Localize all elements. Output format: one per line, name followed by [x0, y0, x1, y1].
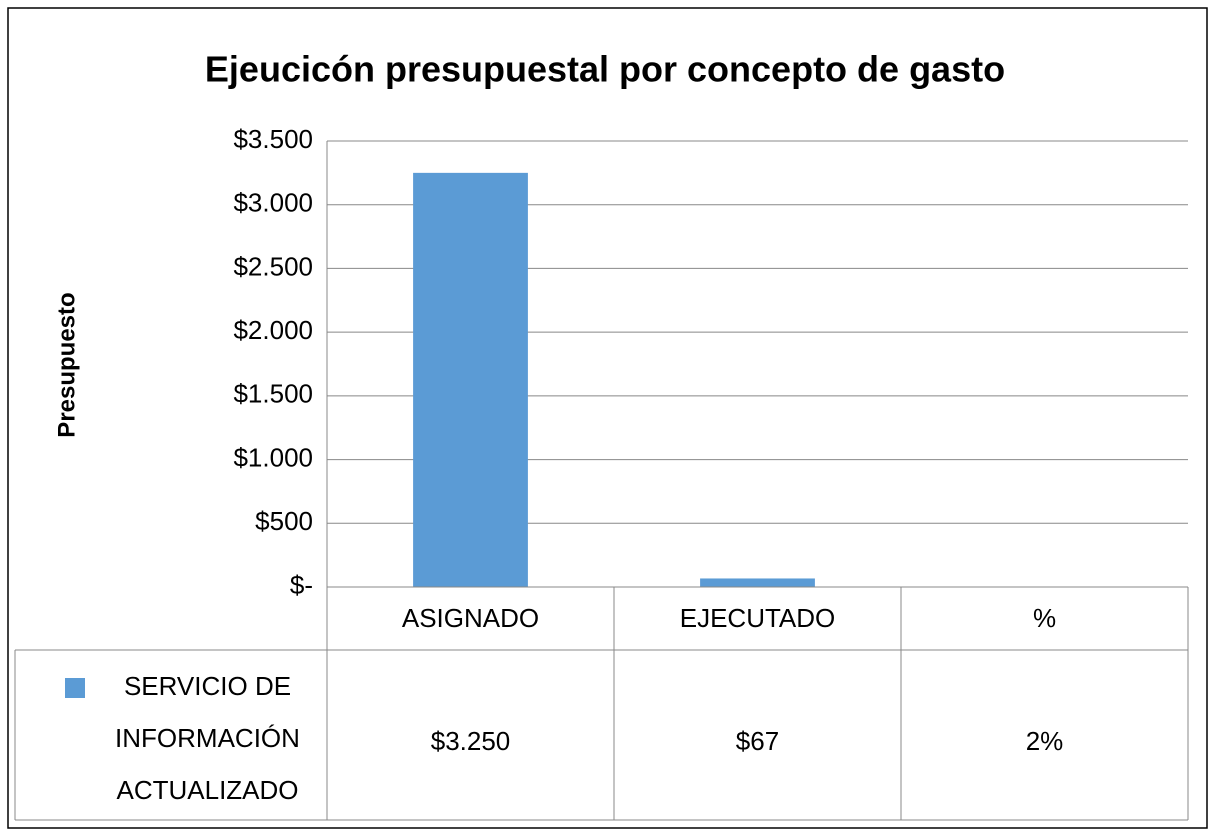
y-tick-label: $3.000 — [233, 188, 313, 218]
chart-border — [7, 7, 1208, 829]
legend-label: SERVICIO DE INFORMACIÓN ACTUALIZADO — [115, 671, 300, 805]
y-tick-label: $1.500 — [233, 379, 313, 409]
y-tick-label: $3.500 — [233, 124, 313, 154]
y-tick-label: $1.000 — [233, 442, 313, 472]
table-value: $67 — [736, 726, 779, 756]
y-tick-label: $- — [290, 570, 313, 600]
legend-swatch — [65, 678, 85, 698]
bar — [700, 578, 815, 587]
y-axis-label: Presupuesto — [53, 292, 80, 437]
x-tick-label: EJECUTADO — [680, 603, 836, 633]
table-value: 2% — [1026, 726, 1064, 756]
bar — [413, 172, 528, 587]
chart-title: Ejeucicón presupuestal por concepto de g… — [205, 49, 1005, 90]
y-tick-label: $500 — [255, 506, 313, 536]
x-tick-label: % — [1033, 603, 1056, 633]
table-value: $3.250 — [431, 726, 511, 756]
x-tick-label: ASIGNADO — [402, 603, 539, 633]
y-tick-label: $2.500 — [233, 251, 313, 281]
y-tick-label: $2.000 — [233, 315, 313, 345]
